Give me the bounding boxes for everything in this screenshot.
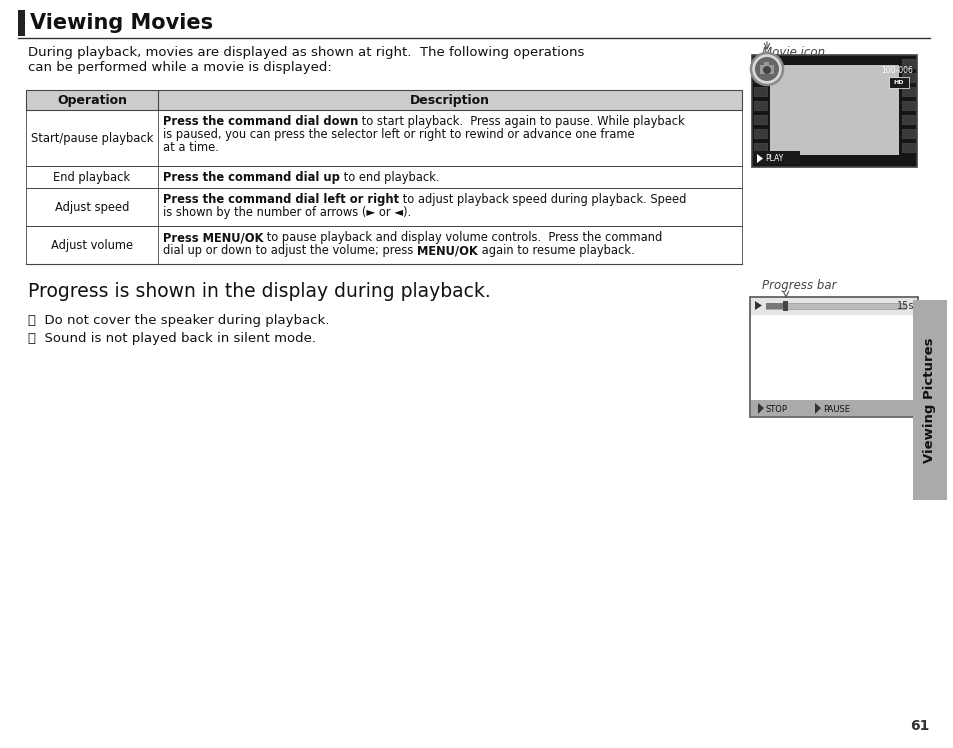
- Bar: [750, 298, 916, 315]
- Text: Movie icon: Movie icon: [761, 46, 824, 59]
- Bar: [751, 55, 916, 167]
- Bar: [753, 59, 766, 68]
- Text: at a time.: at a time.: [163, 141, 218, 154]
- Text: is paused, you can press the selector left or right to rewind or advance one fra: is paused, you can press the selector le…: [163, 128, 634, 141]
- Text: Press MENU/OK: Press MENU/OK: [163, 231, 263, 244]
- Text: Press the command dial left or right: Press the command dial left or right: [163, 193, 398, 206]
- Text: STOP: STOP: [765, 405, 787, 414]
- Text: dial up or down to adjust the volume; press: dial up or down to adjust the volume; pr…: [163, 244, 416, 257]
- Text: Progress bar: Progress bar: [761, 279, 836, 292]
- Text: MENU/OK: MENU/OK: [416, 244, 477, 257]
- Text: 15s: 15s: [896, 301, 913, 311]
- Polygon shape: [754, 301, 761, 310]
- Polygon shape: [757, 154, 762, 163]
- Bar: [753, 73, 766, 82]
- Bar: [901, 143, 914, 152]
- Bar: [765, 303, 905, 309]
- Circle shape: [754, 57, 779, 81]
- Text: 61: 61: [910, 719, 929, 733]
- Bar: [901, 115, 914, 124]
- Text: to adjust playback speed during playback. Speed: to adjust playback speed during playback…: [398, 193, 686, 206]
- Text: again to resume playback.: again to resume playback.: [477, 244, 634, 257]
- Text: Press the command dial up: Press the command dial up: [163, 171, 339, 184]
- Bar: [753, 87, 766, 96]
- Text: ⓘ  Sound is not played back in silent mode.: ⓘ Sound is not played back in silent mod…: [28, 332, 315, 345]
- Text: ⓘ  Do not cover the speaker during playback.: ⓘ Do not cover the speaker during playba…: [28, 314, 329, 327]
- Bar: [753, 129, 766, 138]
- Text: HD: HD: [893, 80, 903, 85]
- Bar: [26, 188, 741, 226]
- Text: Viewing Pictures: Viewing Pictures: [923, 337, 936, 463]
- Bar: [901, 59, 914, 68]
- Bar: [26, 166, 741, 188]
- Bar: [901, 87, 914, 96]
- Text: to end playback.: to end playback.: [339, 171, 439, 184]
- Bar: [749, 297, 917, 417]
- Text: Description: Description: [410, 94, 490, 106]
- Bar: [26, 226, 741, 264]
- Text: During playback, movies are displayed as shown at right.  The following operatio: During playback, movies are displayed as…: [28, 46, 584, 59]
- Text: Progress is shown in the display during playback.: Progress is shown in the display during …: [28, 282, 490, 301]
- Text: is shown by the number of arrows (► or ◄).: is shown by the number of arrows (► or ◄…: [163, 206, 411, 219]
- Text: PAUSE: PAUSE: [822, 405, 849, 414]
- Text: Start/pause playback: Start/pause playback: [30, 132, 153, 144]
- Bar: [753, 143, 766, 152]
- Text: to pause playback and display volume controls.  Press the command: to pause playback and display volume con…: [263, 231, 662, 244]
- Bar: [763, 62, 768, 66]
- Bar: [26, 90, 741, 110]
- Bar: [912, 300, 946, 500]
- Text: can be performed while a movie is displayed:: can be performed while a movie is displa…: [28, 61, 332, 74]
- Bar: [901, 73, 914, 82]
- Text: PLAY: PLAY: [764, 153, 782, 162]
- Circle shape: [750, 53, 782, 85]
- Bar: [753, 151, 800, 164]
- Text: Press the command dial down: Press the command dial down: [163, 115, 358, 128]
- Text: 100-006: 100-006: [881, 66, 912, 75]
- Bar: [26, 110, 741, 166]
- Bar: [18, 10, 25, 36]
- Text: Adjust volume: Adjust volume: [51, 239, 132, 251]
- Bar: [901, 101, 914, 110]
- Text: to start playback.  Press again to pause. While playback: to start playback. Press again to pause.…: [358, 115, 684, 128]
- Text: Adjust speed: Adjust speed: [54, 200, 129, 213]
- Bar: [753, 101, 766, 110]
- Text: Operation: Operation: [57, 94, 127, 106]
- Bar: [760, 65, 773, 74]
- Text: Viewing Movies: Viewing Movies: [30, 13, 213, 33]
- Polygon shape: [814, 403, 821, 414]
- Bar: [753, 115, 766, 124]
- Bar: [750, 400, 916, 416]
- Bar: [769, 65, 898, 155]
- Bar: [765, 303, 784, 309]
- Text: End playback: End playback: [53, 171, 131, 183]
- Bar: [888, 77, 908, 88]
- Circle shape: [762, 67, 770, 73]
- Bar: [901, 129, 914, 138]
- Polygon shape: [758, 403, 763, 414]
- Bar: [782, 301, 787, 311]
